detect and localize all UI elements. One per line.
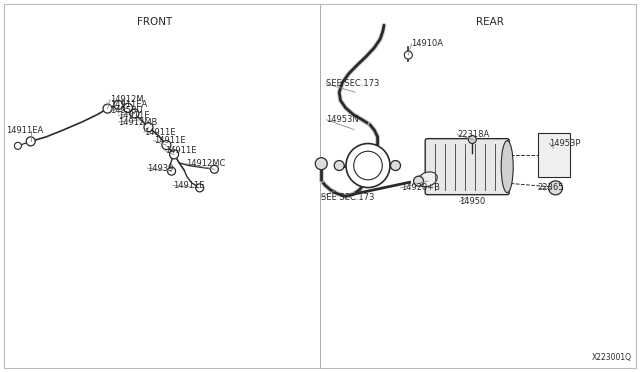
- Ellipse shape: [418, 172, 437, 187]
- Text: SEE SEC.173: SEE SEC.173: [321, 193, 374, 202]
- Circle shape: [130, 109, 139, 118]
- Circle shape: [354, 151, 382, 180]
- Circle shape: [468, 135, 476, 144]
- Text: 14939: 14939: [147, 164, 173, 173]
- Text: 14912MC: 14912MC: [186, 159, 225, 168]
- Text: SEE SEC.173: SEE SEC.173: [326, 79, 380, 88]
- Text: 14912M: 14912M: [110, 95, 143, 104]
- Text: 14911EA: 14911EA: [6, 126, 44, 135]
- Circle shape: [124, 103, 132, 112]
- Circle shape: [15, 142, 21, 149]
- Text: 14953N: 14953N: [326, 115, 359, 124]
- Circle shape: [26, 137, 35, 146]
- Circle shape: [413, 176, 424, 186]
- Circle shape: [168, 167, 175, 175]
- Text: 22365: 22365: [538, 183, 564, 192]
- Text: 14912MB: 14912MB: [118, 118, 158, 126]
- Circle shape: [346, 144, 390, 187]
- Circle shape: [211, 165, 218, 173]
- Text: 14911E: 14911E: [165, 146, 196, 155]
- Text: 14958U: 14958U: [110, 106, 143, 115]
- Text: 14920+B: 14920+B: [401, 183, 440, 192]
- Text: 14911EA: 14911EA: [110, 100, 147, 109]
- Text: REAR: REAR: [476, 17, 504, 27]
- Circle shape: [103, 104, 112, 113]
- Circle shape: [548, 181, 563, 195]
- Text: FRONT: FRONT: [138, 17, 173, 27]
- Circle shape: [170, 150, 179, 159]
- Circle shape: [316, 158, 327, 170]
- Circle shape: [334, 161, 344, 170]
- Text: 14911E: 14911E: [144, 128, 175, 137]
- Circle shape: [162, 141, 171, 150]
- Text: 14911E: 14911E: [118, 111, 150, 120]
- Circle shape: [390, 161, 401, 170]
- Text: X223001Q: X223001Q: [592, 353, 632, 362]
- FancyBboxPatch shape: [538, 134, 570, 177]
- Text: 14911E: 14911E: [173, 181, 204, 190]
- FancyBboxPatch shape: [425, 139, 509, 195]
- Text: 14950: 14950: [460, 197, 486, 206]
- Text: 14911E: 14911E: [154, 136, 185, 145]
- Ellipse shape: [501, 141, 513, 193]
- Circle shape: [404, 51, 412, 59]
- Text: 22318A: 22318A: [458, 130, 490, 139]
- Circle shape: [114, 100, 123, 109]
- Circle shape: [196, 184, 204, 192]
- Circle shape: [144, 123, 153, 132]
- Text: 14910A: 14910A: [412, 39, 444, 48]
- Text: 14953P: 14953P: [549, 139, 580, 148]
